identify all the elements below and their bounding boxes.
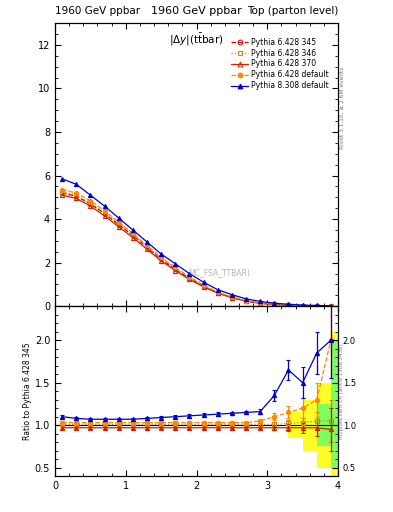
Text: MC_FSA_TTBAR): MC_FSA_TTBAR) <box>188 268 250 277</box>
Text: Top (parton level): Top (parton level) <box>246 6 338 16</box>
Text: $|\Delta y|(\mathrm{t\bar{t}bar})$: $|\Delta y|(\mathrm{t\bar{t}bar})$ <box>169 32 224 48</box>
Text: 1960 GeV ppbar: 1960 GeV ppbar <box>151 6 242 16</box>
Text: 1960 GeV ppbar: 1960 GeV ppbar <box>55 6 140 16</box>
Text: mcplots.cern.ch [arXiv:1306.3436]: mcplots.cern.ch [arXiv:1306.3436] <box>340 344 344 439</box>
Text: Rivet 3.1.10, ≥ 2.6M events: Rivet 3.1.10, ≥ 2.6M events <box>340 67 344 149</box>
Legend: Pythia 6.428 345, Pythia 6.428 346, Pythia 6.428 370, Pythia 6.428 default, Pyth: Pythia 6.428 345, Pythia 6.428 346, Pyth… <box>229 35 331 93</box>
Y-axis label: Ratio to Pythia 6.428 345: Ratio to Pythia 6.428 345 <box>23 343 32 440</box>
